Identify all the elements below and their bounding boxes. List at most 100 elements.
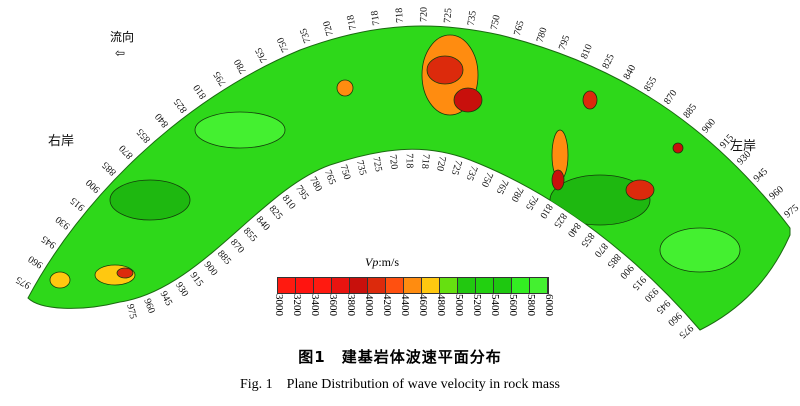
legend-tick-label: 3000 [273,294,285,316]
edge-distance-label: 840 [153,111,171,130]
legend-swatch [350,278,368,293]
edge-distance-label: 725 [370,156,384,173]
edge-distance-label: 870 [228,237,246,256]
legend-unit: :m/s [378,255,400,269]
edge-distance-label: 945 [654,297,672,315]
legend-swatch [278,278,296,293]
edge-distance-label: 765 [494,177,511,195]
caption-chinese: 图1 建基岩体波速平面分布 [298,348,502,366]
edge-distance-label: 855 [579,230,597,249]
edge-distance-label: 735 [354,159,368,176]
contour-patch [336,79,354,97]
legend-tick-label: 6000 [543,294,555,316]
legend-tick-label: 3600 [327,294,339,316]
contour-patches [49,34,741,289]
edge-distance-label: 900 [700,117,718,136]
contour-patch [672,142,684,154]
edge-distance-label: 718 [419,153,431,169]
flow-direction-label: 流向 [110,30,135,44]
legend-swatch [440,278,458,293]
legend-tick-label: 3400 [309,294,321,316]
contour-patch [625,179,655,201]
legend-swatch [332,278,350,293]
edge-distance-label: 855 [241,226,259,245]
legend-tick-label: 5800 [525,294,537,316]
legend-title: Vp:m/s [365,255,399,270]
edge-distance-label: 810 [191,82,209,101]
legend-swatch [296,278,314,293]
legend-tick-label: 4200 [381,294,393,316]
edge-distance-label: 960 [26,253,45,270]
edge-distance-label: 945 [158,289,175,307]
edge-distance-label: 930 [173,280,190,299]
legend-tick-label: 3200 [291,294,303,316]
edge-distance-label: 915 [630,274,648,292]
flow-arrow-icon: ⇦ [115,46,126,60]
edge-distance-label: 780 [307,175,324,193]
legend-tick-label: 3800 [345,294,357,316]
edge-distance-label: 825 [600,52,616,70]
edge-distance-label: 718 [369,10,382,26]
legend-tick-label: 5600 [507,294,519,316]
edge-distance-label: 718 [404,153,415,168]
edge-distance-label: 885 [215,248,233,267]
edge-distance-label: 840 [565,220,583,239]
edge-distance-label: 780 [232,57,249,75]
edge-distance-label: 900 [84,177,103,195]
contour-patch [194,111,286,149]
edge-distance-label: 765 [322,168,338,186]
edge-distance-label: 725 [449,159,464,177]
edge-distance-label: 885 [681,102,699,121]
edge-distance-label: 930 [642,285,660,303]
edge-distance-label: 975 [677,322,696,340]
edge-distance-label: 975 [14,274,32,291]
edge-distance-label: 795 [557,34,573,52]
edge-distance-label: 810 [579,43,595,61]
edge-distance-label: 810 [537,202,554,221]
edge-distance-label: 750 [479,170,495,188]
edge-distance-label: 735 [466,10,479,26]
edge-distance-label: 725 [442,8,454,24]
edge-distance-label: 900 [202,260,220,279]
legend-variable: Vp [365,255,379,269]
edge-distance-label: 945 [40,233,59,251]
legend-ticks: 3000 3200 3400 3600 3800 4000 4200 4400 4600 4800… [270,294,558,316]
edge-distance-label: 718 [345,14,359,31]
edge-distance-label: 855 [135,126,153,145]
legend-swatch [476,278,494,293]
contour-patch [426,55,464,85]
edge-distance-label: 945 [752,166,770,184]
contour-patch [551,169,565,191]
edge-distance-label: 885 [605,251,623,270]
edge-distance-label: 780 [535,26,550,44]
legend-tick-label: 4000 [363,294,375,316]
edge-distance-label: 795 [293,183,311,202]
legend-tick-label: 5000 [453,294,465,316]
edge-distance-label: 780 [508,185,525,203]
left-bank-label: 左岸 [730,139,757,154]
edge-distance-label: 975 [124,303,138,320]
legend-swatch [404,278,422,293]
edge-distance-label: 720 [434,155,448,172]
edge-distance-label: 855 [642,75,659,94]
legend-tick-label: 5400 [489,294,501,316]
legend-swatch [530,278,548,293]
legend-swatch [386,278,404,293]
legend-tick-label: 4600 [417,294,429,316]
legend-tick-label: 4800 [435,294,447,316]
edge-distance-label: 750 [338,164,353,182]
edge-distance-label: 825 [172,96,190,115]
legend-swatch [368,278,386,293]
edge-distance-label: 750 [489,14,503,31]
legend-swatch [494,278,512,293]
edge-distance-label: 735 [298,27,313,45]
edge-distance-label: 870 [117,142,135,160]
edge-distance-label: 720 [419,7,430,22]
edge-distance-label: 765 [512,20,527,37]
contour-patch [659,227,741,273]
edge-distance-label: 840 [622,63,639,81]
edge-distance-label: 960 [767,184,786,202]
edge-distance-label: 825 [267,203,285,222]
